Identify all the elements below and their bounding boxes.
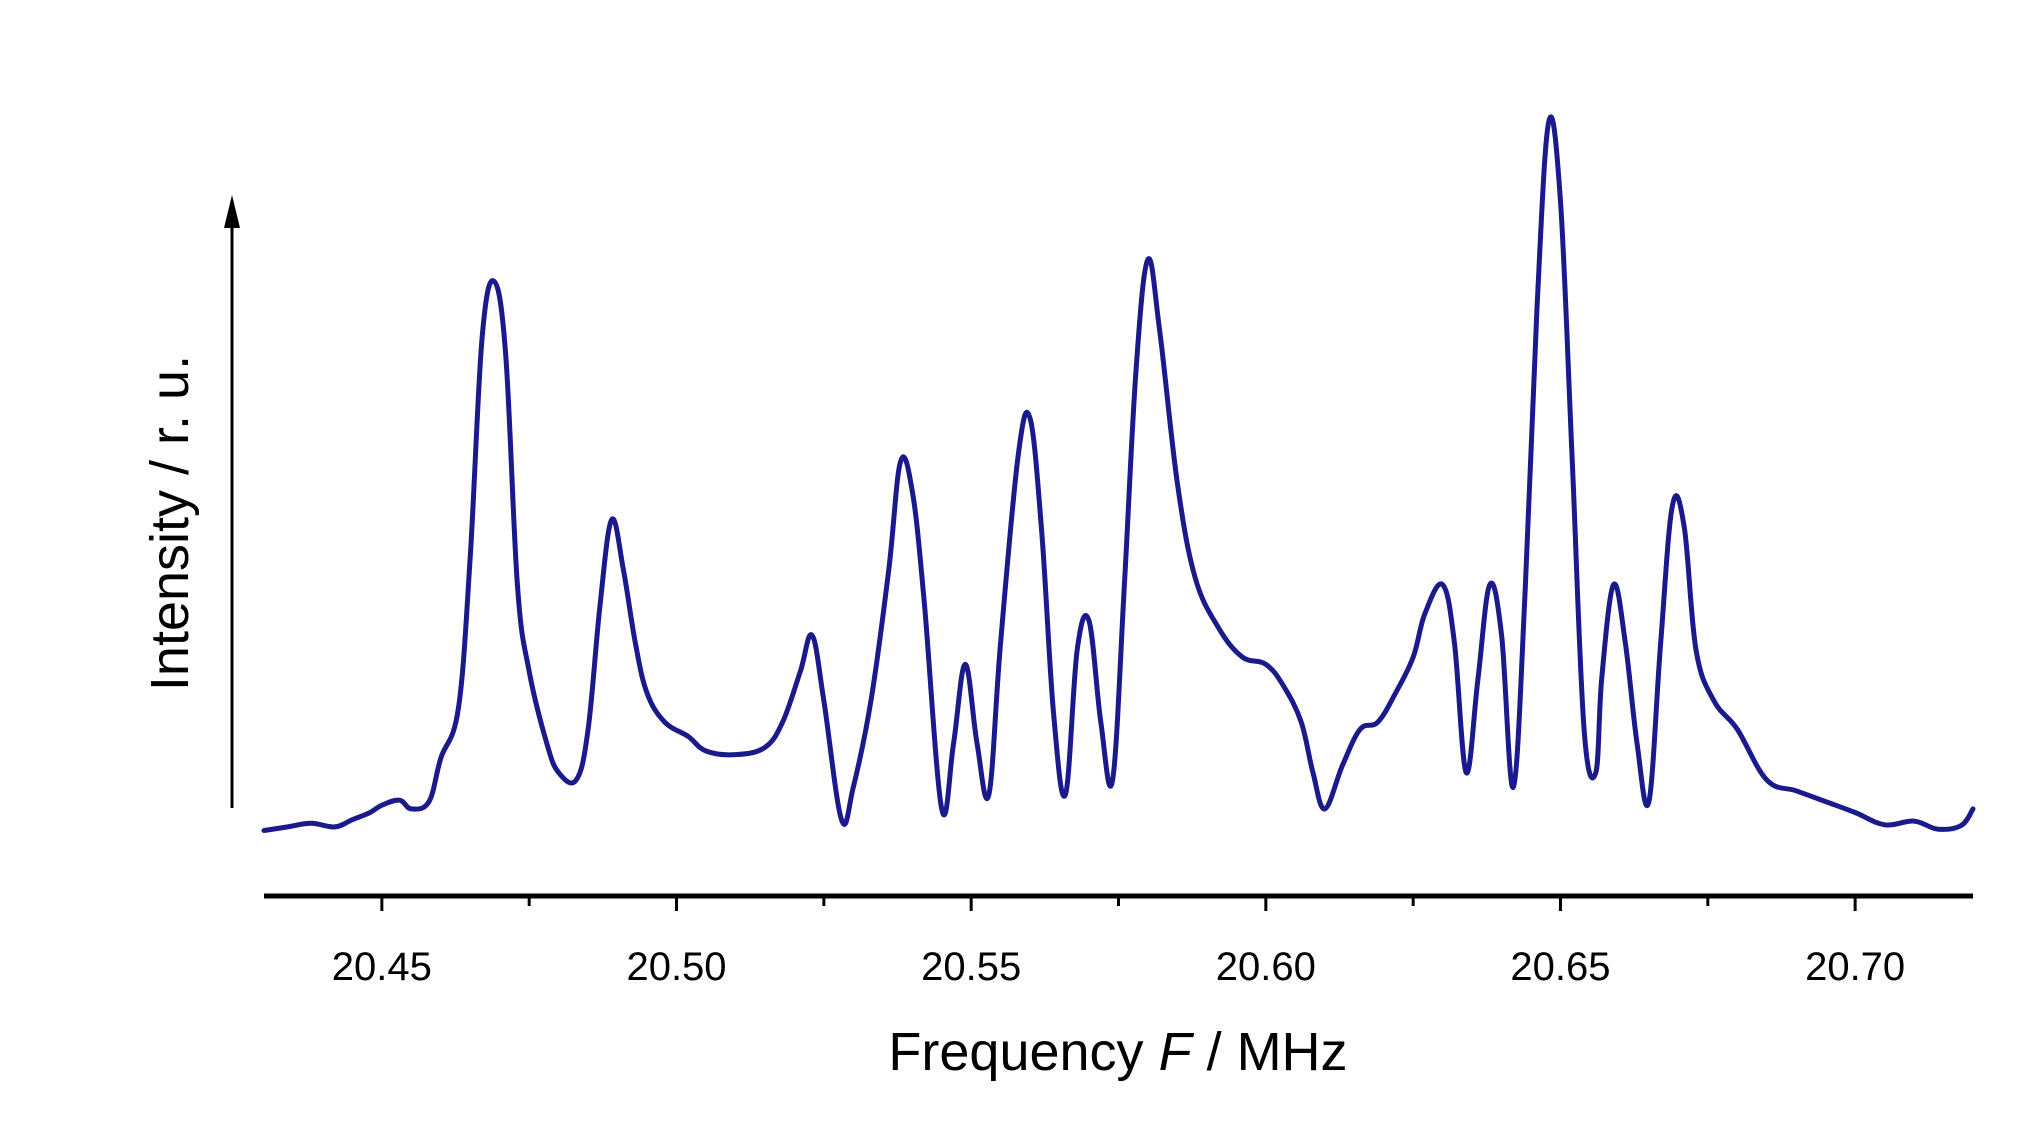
x-axis-title: Frequency F / MHz xyxy=(888,1022,1347,1082)
x-axis-ticks xyxy=(380,896,1857,911)
x-tick-label: 20.50 xyxy=(626,945,726,989)
x-tick-label: 20.45 xyxy=(332,945,432,989)
x-axis-tick-labels: 20.45 20.50 20.55 20.60 20.65 20.70 xyxy=(332,945,1905,989)
y-axis-title: Intensity / r. u. xyxy=(140,355,200,691)
x-tick-label: 20.65 xyxy=(1510,945,1610,989)
x-tick-label: 20.55 xyxy=(921,945,1021,989)
spectrum-series-line xyxy=(261,114,1976,833)
y-axis-arrowhead xyxy=(224,195,240,228)
x-tick-label: 20.60 xyxy=(1216,945,1316,989)
x-tick-label: 20.70 xyxy=(1805,945,1905,989)
